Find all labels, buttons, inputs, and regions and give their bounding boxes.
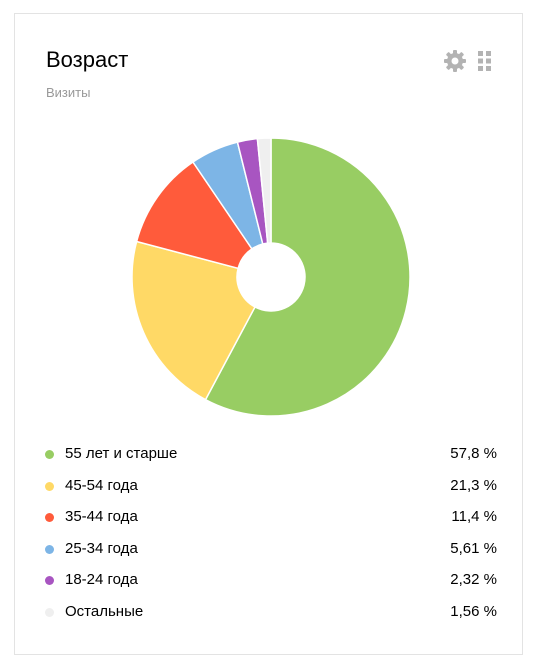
legend-color-dot [45,513,54,522]
widget-subtitle: Визиты [46,85,91,100]
legend-item[interactable]: Остальные 1,56 % [45,600,497,632]
pie-slice-6[interactable] [256,138,272,244]
pie-slice-1[interactable] [204,138,410,416]
legend-label: Остальные [65,602,144,620]
widget-title: Возраст [46,47,129,72]
legend-color-dot [45,576,54,585]
legend-value: 11,4 % [451,508,497,525]
legend-color-dot [45,481,54,491]
legend-label: 55 лет и старше [65,445,178,462]
legend-value: 2,32 % [450,571,497,588]
legend-label: 35-44 года [65,508,138,525]
legend-item[interactable]: 45-54 года 21,3 % [45,474,497,506]
legend-label: 18-24 года [65,571,138,588]
legend-value: 21,3 % [450,476,497,494]
gear-icon[interactable] [443,49,467,73]
age-widget: Возраст Визиты 55 лет и старше 57,8 % 45-5… [14,13,523,655]
legend-color-dot [45,544,54,554]
legend-value: 5,61 % [450,539,497,557]
legend-label: 45-54 года [65,476,138,494]
legend-item[interactable]: 35-44 года 11,4 % [45,505,497,537]
legend-item[interactable]: 25-34 года 5,61 % [45,537,497,569]
legend-item[interactable]: 55 лет и старше 57,8 % [45,442,497,474]
legend-value: 1,56 % [450,602,497,620]
chart-legend: 55 лет и старше 57,8 % 45-54 года 21,3 % 35-… [45,442,497,631]
legend-item[interactable]: 18-24 года 2,32 % [45,568,497,600]
legend-value: 57,8 % [450,445,497,462]
legend-color-dot [45,607,54,617]
pie-slice-2[interactable] [132,240,256,401]
age-donut-chart [132,138,410,416]
legend-label: 25-34 года [65,539,138,557]
legend-color-dot [45,450,54,459]
drag-grip-icon[interactable] [478,51,492,71]
pie-slice-3[interactable] [135,160,253,270]
